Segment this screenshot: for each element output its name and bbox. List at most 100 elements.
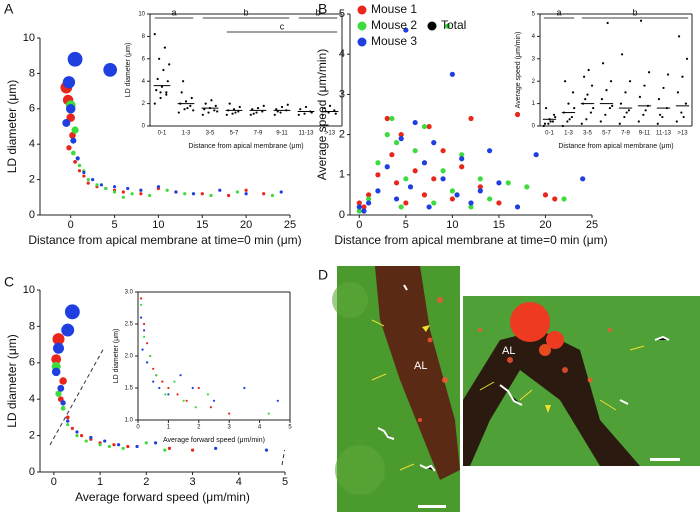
point — [141, 348, 144, 351]
x-tick-label: 3 — [189, 476, 195, 488]
point — [496, 180, 502, 186]
x-tick-label: 9-11 — [276, 131, 288, 137]
panel-letter: B — [318, 1, 327, 17]
ld — [510, 302, 550, 342]
point — [627, 109, 631, 112]
x-tick-label: 0 — [68, 219, 74, 231]
point — [179, 374, 182, 377]
y-axis-label: LD diameter (μm) — [125, 43, 132, 98]
x-tick-label: >13 — [325, 131, 336, 137]
point — [623, 115, 626, 119]
y-tick-label: 0 — [142, 124, 146, 130]
y-tick-label: 4 — [29, 138, 35, 150]
point — [261, 110, 264, 113]
point — [238, 105, 241, 109]
point — [366, 200, 372, 206]
point — [421, 123, 428, 130]
point — [431, 176, 437, 182]
point — [587, 68, 590, 72]
point — [209, 193, 213, 198]
point — [163, 46, 166, 49]
x-axis-label: Distance from apical membrane (μm) — [558, 143, 673, 150]
ld-dots — [418, 297, 612, 422]
point — [65, 415, 70, 420]
point — [361, 208, 367, 214]
point — [174, 190, 178, 194]
point — [177, 111, 180, 114]
point — [599, 120, 602, 123]
x-tick-label: 25 — [586, 219, 598, 231]
point — [116, 443, 121, 447]
point — [190, 448, 195, 452]
point — [421, 192, 428, 198]
point — [203, 108, 206, 111]
point — [191, 192, 196, 196]
y-tick-label: 8 — [142, 34, 146, 40]
point — [126, 186, 130, 191]
point — [60, 400, 66, 406]
point — [505, 180, 511, 186]
point — [304, 105, 308, 109]
significance-label: b — [632, 7, 637, 17]
point — [625, 111, 628, 114]
x-axis-label: Distance from apical membrane (μm) — [188, 143, 303, 150]
scale-bar — [650, 458, 680, 461]
point — [366, 192, 372, 198]
point — [218, 188, 222, 192]
point — [366, 196, 372, 202]
point — [107, 444, 111, 449]
point — [514, 204, 521, 210]
point — [262, 192, 266, 196]
point — [570, 115, 574, 119]
point — [477, 176, 483, 182]
ld — [546, 331, 564, 349]
point — [142, 322, 146, 326]
x-tick-label: 5 — [288, 425, 292, 431]
point — [310, 111, 313, 114]
point — [412, 168, 418, 174]
point — [567, 102, 570, 105]
x-tick-label: 5-7 — [230, 131, 239, 137]
x-tick-label: 0 — [51, 476, 57, 488]
point — [91, 178, 95, 182]
point — [52, 342, 65, 354]
point — [590, 84, 594, 87]
ld — [539, 344, 551, 356]
point — [235, 190, 239, 194]
point — [190, 96, 193, 100]
point — [334, 112, 337, 115]
y-tick-label: 1 — [532, 101, 536, 107]
y-tick-label: 8 — [29, 320, 35, 332]
point — [398, 136, 404, 142]
point — [568, 118, 571, 121]
point — [542, 124, 545, 128]
point — [620, 53, 624, 56]
point — [333, 109, 336, 112]
point — [297, 113, 300, 116]
x-tick-label: 3 — [228, 425, 232, 431]
y-tick-label: 2 — [29, 174, 35, 186]
point — [585, 118, 588, 121]
y-tick-label: 5 — [532, 12, 536, 18]
point — [384, 164, 390, 170]
y-tick-label: 3 — [532, 56, 536, 62]
point — [468, 115, 474, 122]
point — [69, 132, 76, 139]
point — [180, 91, 183, 94]
x-tick-label: 5 — [282, 476, 288, 488]
point — [182, 80, 185, 83]
point — [71, 126, 79, 134]
point — [477, 184, 483, 190]
al-label: AL — [414, 360, 427, 372]
point — [389, 152, 395, 158]
point — [232, 108, 236, 111]
point — [375, 188, 381, 194]
point — [228, 412, 231, 415]
point — [384, 132, 390, 138]
point — [173, 380, 176, 383]
point — [165, 93, 168, 96]
point — [403, 200, 409, 206]
point — [675, 120, 678, 123]
point — [66, 423, 70, 427]
point — [267, 412, 270, 415]
